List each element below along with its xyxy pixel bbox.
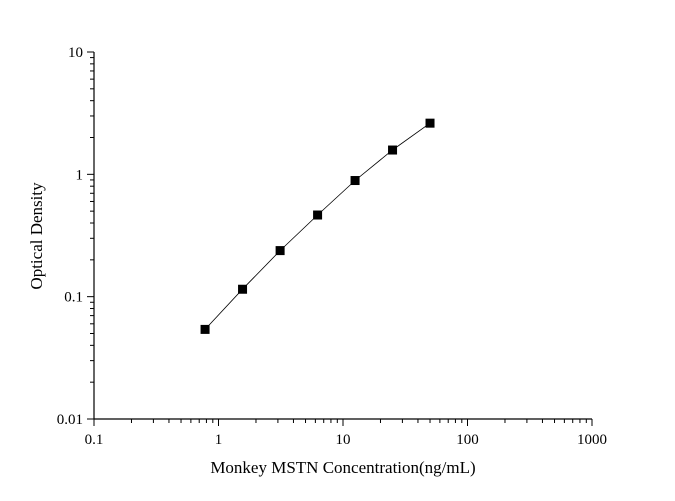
x-tick-label: 0.1 bbox=[85, 432, 104, 448]
data-point bbox=[200, 324, 210, 334]
x-tick-label: 100 bbox=[456, 432, 479, 448]
x-tick-label: 1 bbox=[215, 432, 223, 448]
y-tick-label: 0.1 bbox=[64, 290, 83, 306]
axes bbox=[93, 52, 592, 420]
data-point bbox=[275, 246, 285, 256]
y-axis-label: Optical Density bbox=[27, 182, 46, 290]
x-axis-label: Monkey MSTN Concentration(ng/mL) bbox=[210, 458, 475, 477]
y-tick-label: 10 bbox=[68, 45, 83, 61]
y-tick-label: 0.01 bbox=[57, 412, 83, 428]
x-tick-label: 1000 bbox=[577, 432, 607, 448]
data-point bbox=[313, 210, 323, 220]
data-point bbox=[350, 176, 360, 186]
y-tick-label: 1 bbox=[76, 167, 84, 183]
data-point bbox=[388, 145, 398, 155]
x-tick-label: 10 bbox=[336, 432, 351, 448]
data-point bbox=[238, 284, 248, 294]
data-point bbox=[425, 118, 435, 128]
data-points bbox=[200, 118, 435, 334]
